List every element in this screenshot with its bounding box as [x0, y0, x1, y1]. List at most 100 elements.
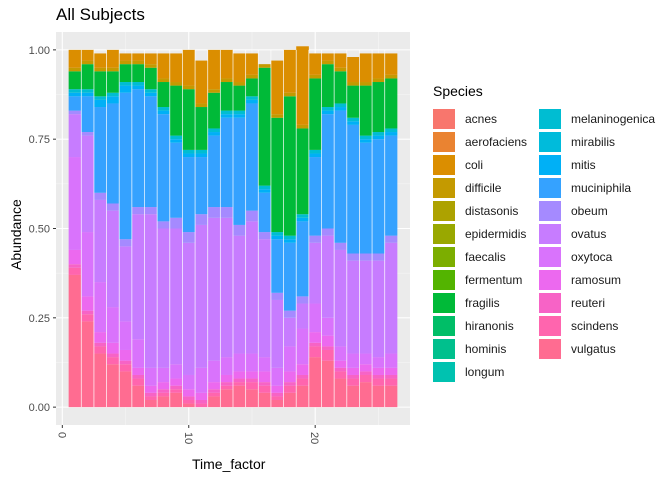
bar-segment — [372, 385, 385, 408]
bar-segment — [144, 392, 158, 397]
bar-segment — [270, 385, 284, 393]
bar-segment — [245, 210, 259, 222]
legend-key — [539, 155, 561, 175]
bar-segment — [359, 82, 373, 86]
bar-segment — [169, 385, 183, 390]
legend-item-aerofaciens: aerofaciens — [433, 132, 527, 152]
legend-key — [539, 109, 561, 129]
bar-segment — [245, 99, 259, 104]
bar-segment — [68, 89, 82, 93]
bar-segment — [372, 378, 385, 386]
bar-segment — [270, 399, 284, 408]
bar-segment — [169, 389, 183, 393]
bar-segment — [308, 53, 322, 75]
bar-segment — [207, 360, 221, 383]
bar-segment — [131, 385, 145, 408]
bar-segment — [296, 385, 309, 408]
bar-segment — [346, 57, 360, 83]
bar-segment — [220, 217, 233, 358]
bar-segment — [195, 392, 208, 400]
bar-segment — [308, 157, 322, 236]
bar-segment — [68, 157, 82, 250]
bar-segment — [207, 217, 221, 361]
bar-segment — [169, 217, 183, 229]
bar-segment — [144, 96, 158, 208]
bar-segment — [296, 374, 309, 379]
bar-segment — [207, 132, 221, 136]
bar-segment — [308, 153, 322, 158]
bar-segment — [182, 149, 196, 154]
bar-segment — [207, 92, 221, 129]
series-scindens — [68, 267, 398, 408]
bar-segment — [68, 264, 82, 268]
bar-segment — [131, 339, 145, 368]
bar-segment — [384, 367, 398, 375]
bar-segment — [119, 246, 132, 322]
bar-segment — [119, 371, 132, 408]
bar-segment — [245, 103, 259, 211]
bar-segment — [106, 103, 120, 204]
bar-segment — [372, 260, 385, 358]
axes-layer: 0.00 0.25 0.50 0.75 1.00 0 10 20 — [29, 45, 321, 444]
legend-key — [539, 132, 561, 152]
bar-segment — [68, 114, 82, 158]
legend-item-acnes: acnes — [433, 109, 497, 129]
bar-segment — [144, 67, 158, 90]
bar-segment — [334, 249, 347, 347]
series-fragilis — [68, 64, 398, 236]
bar-segment — [346, 117, 360, 122]
y-tick-label: 0.25 — [29, 313, 50, 325]
series-vulgatus — [68, 274, 398, 408]
bar-segment — [233, 235, 246, 354]
bar-segment — [157, 228, 170, 368]
legend-item-ovatus: ovatus — [539, 224, 606, 244]
bar-segment — [182, 49, 196, 86]
bar-segment — [207, 49, 221, 90]
bar-segment — [81, 321, 94, 408]
bar-segment — [93, 71, 107, 97]
bar-segment — [372, 53, 385, 79]
bar-segment — [283, 92, 297, 97]
bar-segment — [346, 385, 360, 408]
bar-segment — [245, 53, 259, 75]
bar-segment — [346, 260, 360, 354]
bar-segment — [308, 235, 322, 243]
bar-segment — [220, 207, 233, 218]
bar-segment — [270, 292, 284, 300]
bar-segment — [131, 82, 145, 86]
bar-segment — [258, 189, 271, 193]
bar-segment — [334, 242, 347, 250]
bar-segment — [346, 374, 360, 379]
bar-segment — [372, 357, 385, 368]
bar-segment — [359, 135, 373, 140]
bar-segment — [258, 64, 271, 68]
bar-segment — [106, 203, 120, 211]
bar-segment — [359, 260, 373, 354]
legend-item-scindens: scindens — [539, 316, 618, 336]
bar-segment — [106, 92, 120, 97]
bar-segment — [93, 342, 107, 347]
bar-segment — [270, 235, 284, 240]
legend-key — [539, 316, 561, 336]
bar-segment — [195, 60, 208, 104]
bar-segment — [207, 389, 221, 393]
bar-segment — [157, 382, 170, 390]
legend-item-epidermidis: epidermidis — [433, 224, 526, 244]
series-coli — [68, 46, 398, 125]
bar-segment — [245, 74, 259, 79]
bar-segment — [93, 107, 107, 193]
legend-key — [433, 362, 455, 382]
bar-segment — [346, 85, 360, 118]
legend-item-mitis: mitis — [539, 155, 596, 175]
bar-segment — [207, 396, 221, 408]
bar-segment — [321, 360, 335, 408]
bar-segment — [169, 378, 183, 386]
bar-segment — [283, 49, 297, 93]
bar-segment — [296, 303, 309, 329]
bar-segment — [144, 396, 158, 400]
bar-segment — [220, 82, 233, 111]
bar-segment — [182, 85, 196, 90]
legend-key — [433, 316, 455, 336]
legend-item-mirabilis: mirabilis — [539, 132, 615, 152]
bar-segment — [220, 117, 233, 208]
